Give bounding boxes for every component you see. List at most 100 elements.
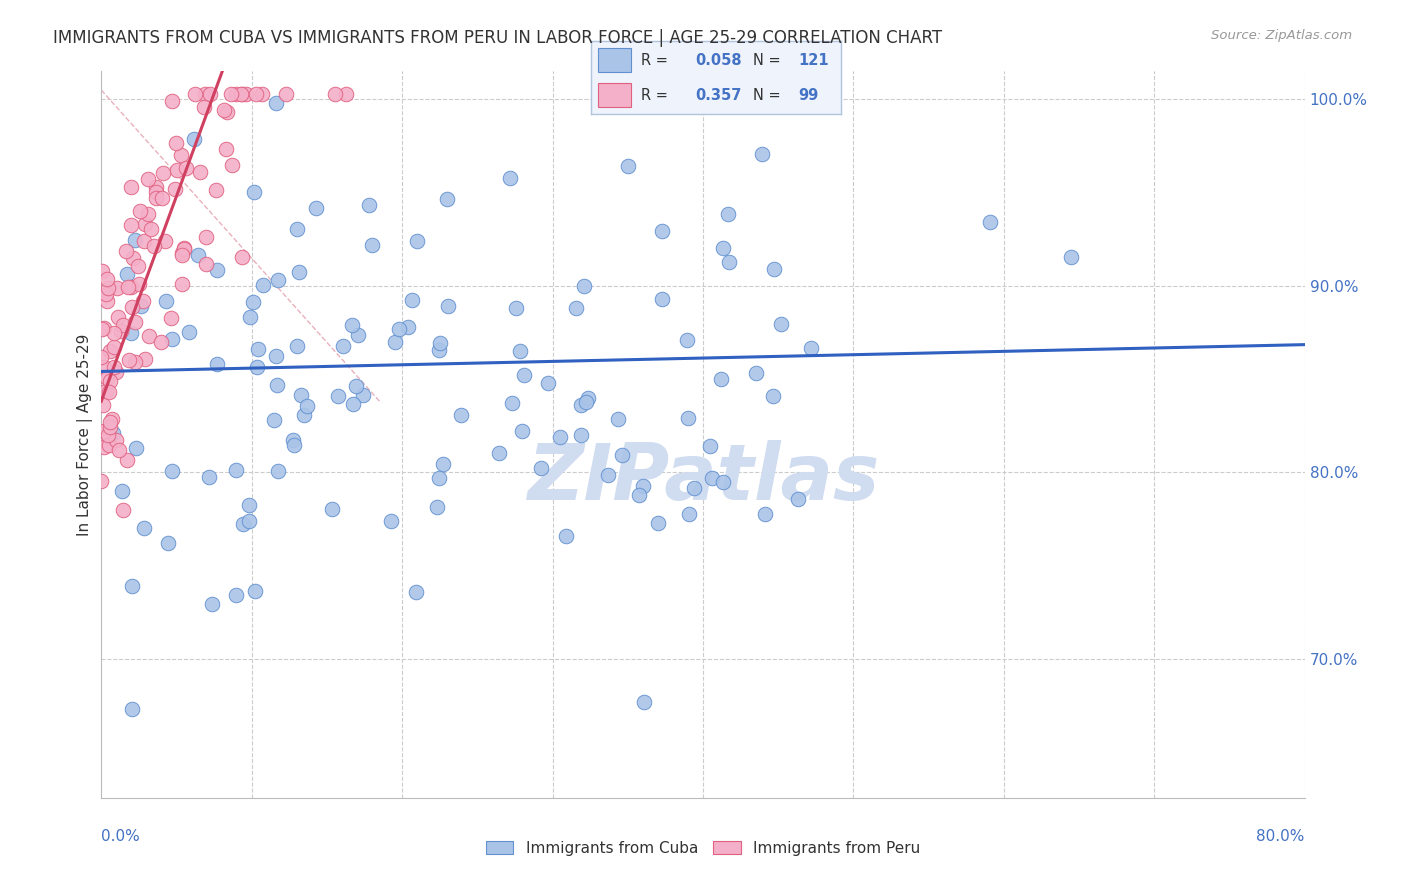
Point <box>384 334 406 349</box>
Point <box>125 442 148 456</box>
Point <box>388 322 411 336</box>
Point <box>166 163 188 178</box>
Point <box>509 343 531 358</box>
Point <box>145 191 167 205</box>
Point <box>292 409 315 423</box>
Point <box>700 470 723 484</box>
Point <box>120 219 142 233</box>
Point <box>100 420 122 434</box>
Point <box>250 87 273 101</box>
Point <box>160 94 183 108</box>
Point <box>713 241 735 255</box>
Point <box>159 311 181 326</box>
Point <box>105 281 128 295</box>
Point <box>214 103 236 117</box>
Point <box>170 277 193 292</box>
Point <box>91 399 114 413</box>
Point <box>101 411 124 425</box>
Point <box>1060 250 1083 264</box>
Point <box>290 388 312 402</box>
Point <box>132 521 155 535</box>
Point <box>215 105 238 120</box>
Point <box>297 399 319 413</box>
Point <box>548 429 571 443</box>
Point <box>631 479 654 493</box>
Point <box>754 507 776 521</box>
Y-axis label: In Labor Force | Age 25-29: In Labor Force | Age 25-29 <box>77 334 93 536</box>
Point <box>193 100 215 114</box>
Point <box>770 317 793 331</box>
Point <box>267 464 290 478</box>
Text: IMMIGRANTS FROM CUBA VS IMMIGRANTS FROM PERU IN LABOR FORCE | AGE 25-29 CORRELAT: IMMIGRANTS FROM CUBA VS IMMIGRANTS FROM … <box>53 29 942 46</box>
Text: N =: N = <box>754 53 786 68</box>
Point <box>647 516 669 530</box>
Point <box>335 87 357 101</box>
Point <box>238 514 260 528</box>
Point <box>429 343 451 357</box>
Point <box>221 157 243 171</box>
Point <box>200 87 222 101</box>
Point <box>401 293 423 308</box>
Point <box>426 500 449 514</box>
Point <box>145 185 167 199</box>
Point <box>332 339 354 353</box>
Point <box>96 272 118 286</box>
Point <box>111 502 134 516</box>
Point <box>103 326 125 340</box>
Text: 121: 121 <box>799 53 830 68</box>
Point <box>108 443 131 458</box>
Point <box>198 470 221 484</box>
Point <box>120 279 142 293</box>
Point <box>103 340 125 354</box>
Point <box>194 87 217 101</box>
Point <box>628 488 651 502</box>
Point <box>153 234 176 248</box>
Point <box>510 424 533 438</box>
Point <box>93 321 115 335</box>
Point <box>170 248 193 262</box>
Bar <box>598 48 630 71</box>
Point <box>242 295 264 310</box>
Point <box>267 273 290 287</box>
Point <box>576 391 599 405</box>
Point <box>100 374 122 388</box>
Point <box>235 87 257 101</box>
Point <box>122 252 145 266</box>
Point <box>229 87 252 101</box>
Point <box>360 238 382 252</box>
Point <box>554 529 576 543</box>
Point <box>162 464 184 478</box>
Bar <box>598 84 630 107</box>
Point <box>432 458 454 472</box>
Point <box>427 471 450 485</box>
Point <box>683 481 706 495</box>
Point <box>117 452 139 467</box>
Point <box>134 352 156 367</box>
Point <box>152 165 174 179</box>
Point <box>136 207 159 221</box>
Point <box>617 159 640 173</box>
Point <box>124 355 146 369</box>
Point <box>651 223 673 237</box>
Point <box>346 327 368 342</box>
Text: R =: R = <box>641 53 672 68</box>
Point <box>173 243 195 257</box>
Point <box>606 412 628 426</box>
Point <box>305 201 328 215</box>
Point <box>501 396 523 410</box>
Point <box>207 357 229 371</box>
Point <box>751 146 773 161</box>
Point <box>141 222 163 236</box>
Point <box>152 191 174 205</box>
Point <box>96 427 118 442</box>
Point <box>763 261 786 276</box>
Legend: Immigrants from Cuba, Immigrants from Peru: Immigrants from Cuba, Immigrants from Pe… <box>479 835 927 862</box>
Point <box>165 136 187 150</box>
Text: R =: R = <box>641 87 672 103</box>
Point <box>436 192 458 206</box>
Point <box>266 377 288 392</box>
Point <box>243 186 266 200</box>
Point <box>187 248 209 262</box>
Point <box>565 301 588 315</box>
Point <box>93 359 115 374</box>
